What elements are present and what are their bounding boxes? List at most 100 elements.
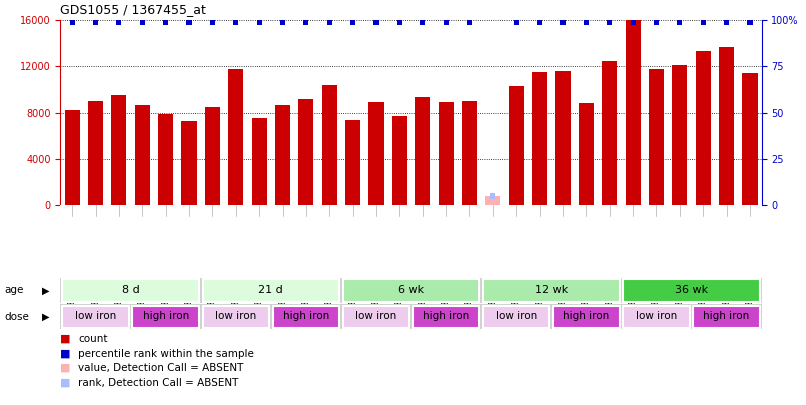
- Point: [580, 19, 592, 25]
- Bar: [623, 306, 690, 328]
- Point: [299, 19, 312, 25]
- Bar: [462, 101, 477, 205]
- Bar: [579, 103, 594, 205]
- Text: 8 d: 8 d: [122, 285, 139, 295]
- Text: ■: ■: [60, 334, 71, 344]
- Bar: [275, 104, 290, 205]
- Text: age: age: [4, 286, 23, 296]
- Text: ■: ■: [60, 363, 71, 373]
- Bar: [672, 65, 688, 205]
- Point: [439, 19, 452, 25]
- Point: [65, 19, 78, 25]
- Text: 21 d: 21 d: [259, 285, 283, 295]
- Point: [369, 19, 382, 25]
- Text: value, Detection Call = ABSENT: value, Detection Call = ABSENT: [78, 363, 243, 373]
- Bar: [343, 279, 480, 302]
- Bar: [298, 99, 314, 205]
- Point: [112, 19, 125, 25]
- Point: [603, 19, 616, 25]
- Point: [89, 19, 102, 25]
- Point: [346, 19, 359, 25]
- Bar: [202, 279, 339, 302]
- Text: dose: dose: [4, 312, 29, 322]
- Text: rank, Detection Call = ABSENT: rank, Detection Call = ABSENT: [78, 377, 239, 388]
- Bar: [532, 72, 547, 205]
- Text: 6 wk: 6 wk: [398, 285, 424, 295]
- Point: [229, 19, 242, 25]
- Bar: [719, 47, 734, 205]
- Bar: [228, 69, 243, 205]
- Point: [743, 19, 756, 25]
- Bar: [111, 95, 127, 205]
- Bar: [88, 101, 103, 205]
- Text: ■: ■: [60, 377, 71, 388]
- Point: [135, 19, 148, 25]
- Text: ■: ■: [60, 349, 71, 358]
- Bar: [322, 85, 337, 205]
- Point: [626, 19, 639, 25]
- Text: GDS1055 / 1367455_at: GDS1055 / 1367455_at: [60, 3, 206, 16]
- Text: count: count: [78, 334, 108, 344]
- Bar: [64, 111, 80, 205]
- Point: [276, 19, 289, 25]
- Bar: [345, 119, 360, 205]
- Bar: [135, 104, 150, 205]
- Bar: [693, 306, 760, 328]
- Bar: [202, 306, 269, 328]
- Text: high iron: high iron: [704, 311, 750, 322]
- Text: 12 wk: 12 wk: [534, 285, 568, 295]
- Text: low iron: low iron: [636, 311, 677, 322]
- Bar: [62, 279, 199, 302]
- Bar: [623, 279, 760, 302]
- Bar: [272, 306, 339, 328]
- Text: high iron: high iron: [423, 311, 469, 322]
- Bar: [485, 196, 501, 205]
- Bar: [696, 51, 711, 205]
- Bar: [742, 73, 758, 205]
- Text: ▶: ▶: [42, 286, 50, 296]
- Text: high iron: high iron: [563, 311, 609, 322]
- Text: 36 wk: 36 wk: [675, 285, 708, 295]
- Bar: [553, 306, 620, 328]
- Point: [463, 19, 476, 25]
- Bar: [158, 114, 173, 205]
- Text: ▶: ▶: [42, 312, 50, 322]
- Text: low iron: low iron: [355, 311, 397, 322]
- Point: [182, 19, 195, 25]
- Bar: [415, 96, 430, 205]
- Bar: [438, 102, 454, 205]
- Point: [696, 19, 709, 25]
- Text: low iron: low iron: [75, 311, 116, 322]
- Bar: [368, 102, 384, 205]
- Point: [393, 19, 405, 25]
- Bar: [343, 306, 409, 328]
- Point: [720, 19, 733, 25]
- Bar: [649, 69, 664, 205]
- Point: [650, 19, 663, 25]
- Bar: [555, 71, 571, 205]
- Text: high iron: high iron: [283, 311, 329, 322]
- Point: [252, 19, 265, 25]
- Point: [159, 19, 172, 25]
- Bar: [251, 119, 267, 205]
- Bar: [509, 86, 524, 205]
- Bar: [181, 121, 197, 205]
- Point: [533, 19, 546, 25]
- Bar: [62, 306, 129, 328]
- Point: [206, 19, 218, 25]
- Point: [486, 193, 499, 199]
- Bar: [413, 306, 480, 328]
- Bar: [625, 20, 641, 205]
- Bar: [205, 107, 220, 205]
- Text: high iron: high iron: [143, 311, 189, 322]
- Point: [416, 19, 429, 25]
- Bar: [602, 61, 617, 205]
- Point: [673, 19, 686, 25]
- Text: low iron: low iron: [215, 311, 256, 322]
- Point: [322, 19, 335, 25]
- Bar: [483, 279, 620, 302]
- Bar: [392, 116, 407, 205]
- Point: [556, 19, 569, 25]
- Bar: [132, 306, 199, 328]
- Text: low iron: low iron: [496, 311, 537, 322]
